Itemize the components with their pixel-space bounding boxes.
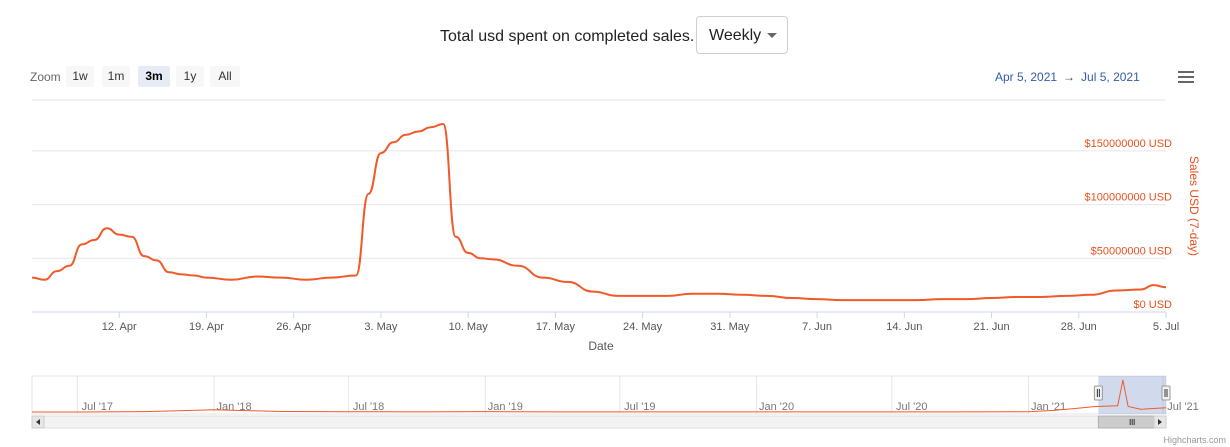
- date-range: Apr 5, 2021 → Jul 5, 2021: [995, 70, 1140, 84]
- navigator-tick-label: Jul '21: [1167, 401, 1198, 413]
- x-tick-label: 31. May: [710, 321, 750, 333]
- zoom-1m-button[interactable]: 1m: [102, 66, 130, 87]
- navigator-frame: [31, 375, 1167, 415]
- x-axis-title: Date: [588, 339, 614, 353]
- navigator-tick-label: Jan '19: [488, 401, 523, 413]
- x-tick-label: 5. Jul: [1153, 321, 1179, 333]
- caret-down-icon: [767, 33, 777, 38]
- y-tick-label: $150000000 USD: [1085, 138, 1173, 150]
- x-tick-label: 3. May: [364, 321, 398, 333]
- x-tick-label: 7. Jun: [802, 321, 832, 333]
- x-tick-label: 14. Jun: [886, 321, 922, 333]
- navigator-tick-label: Jul '18: [353, 401, 384, 413]
- title-bar: Total usd spent on completed sales. Week…: [0, 16, 1230, 58]
- period-select[interactable]: Weekly: [696, 16, 788, 54]
- hamburger-menu-icon[interactable]: [1178, 71, 1194, 85]
- x-tick-label: 12. Apr: [102, 321, 137, 333]
- y-tick-label: $0 USD: [1133, 299, 1172, 311]
- navigator-handle-left[interactable]: [1093, 385, 1103, 401]
- arrow-right-icon: [1158, 419, 1162, 425]
- zoom-1w-button[interactable]: 1w: [66, 66, 94, 87]
- navigator-tick-label: Jul '20: [896, 401, 927, 413]
- navigator-tick-label: Jan '18: [216, 401, 251, 413]
- period-select-value: Weekly: [709, 27, 762, 44]
- x-tick-label: 24. May: [623, 321, 663, 333]
- zoom-label: Zoom: [30, 70, 61, 84]
- chart-title: Total usd spent on completed sales.: [440, 28, 695, 45]
- credits[interactable]: Highcharts.com: [1163, 435, 1226, 445]
- navigator-line: [32, 379, 1167, 413]
- range-arrow: →: [1063, 70, 1076, 84]
- sales-line: [31, 122, 1167, 302]
- y-tick-label: $50000000 USD: [1091, 245, 1172, 257]
- zoom-1y-button[interactable]: 1y: [176, 66, 204, 87]
- scrollbar-track: [31, 415, 1167, 429]
- navigator-tick-label: Jul '19: [624, 401, 655, 413]
- range-to[interactable]: Jul 5, 2021: [1081, 70, 1140, 84]
- x-tick-label: 28. Jun: [1061, 321, 1097, 333]
- zoom-all-button[interactable]: All: [210, 66, 240, 87]
- x-tick-label: 26. Apr: [276, 321, 311, 333]
- x-tick-label: 19. Apr: [189, 321, 224, 333]
- zoom-3m-button[interactable]: 3m: [138, 66, 170, 87]
- navigator-handle-right[interactable]: [1161, 385, 1171, 401]
- x-tick-label: 21. Jun: [973, 321, 1009, 333]
- navigator-tick-label: Jan '20: [759, 401, 794, 413]
- x-tick-label: 10. May: [449, 321, 489, 333]
- y-axis-title: Sales USD (7-day): [1187, 156, 1201, 256]
- x-tick-label: 17. May: [536, 321, 576, 333]
- range-from[interactable]: Apr 5, 2021: [995, 70, 1058, 84]
- navigator-tick-label: Jul '17: [82, 401, 113, 413]
- arrow-left-icon: [36, 419, 40, 425]
- y-tick-label: $100000000 USD: [1085, 192, 1173, 204]
